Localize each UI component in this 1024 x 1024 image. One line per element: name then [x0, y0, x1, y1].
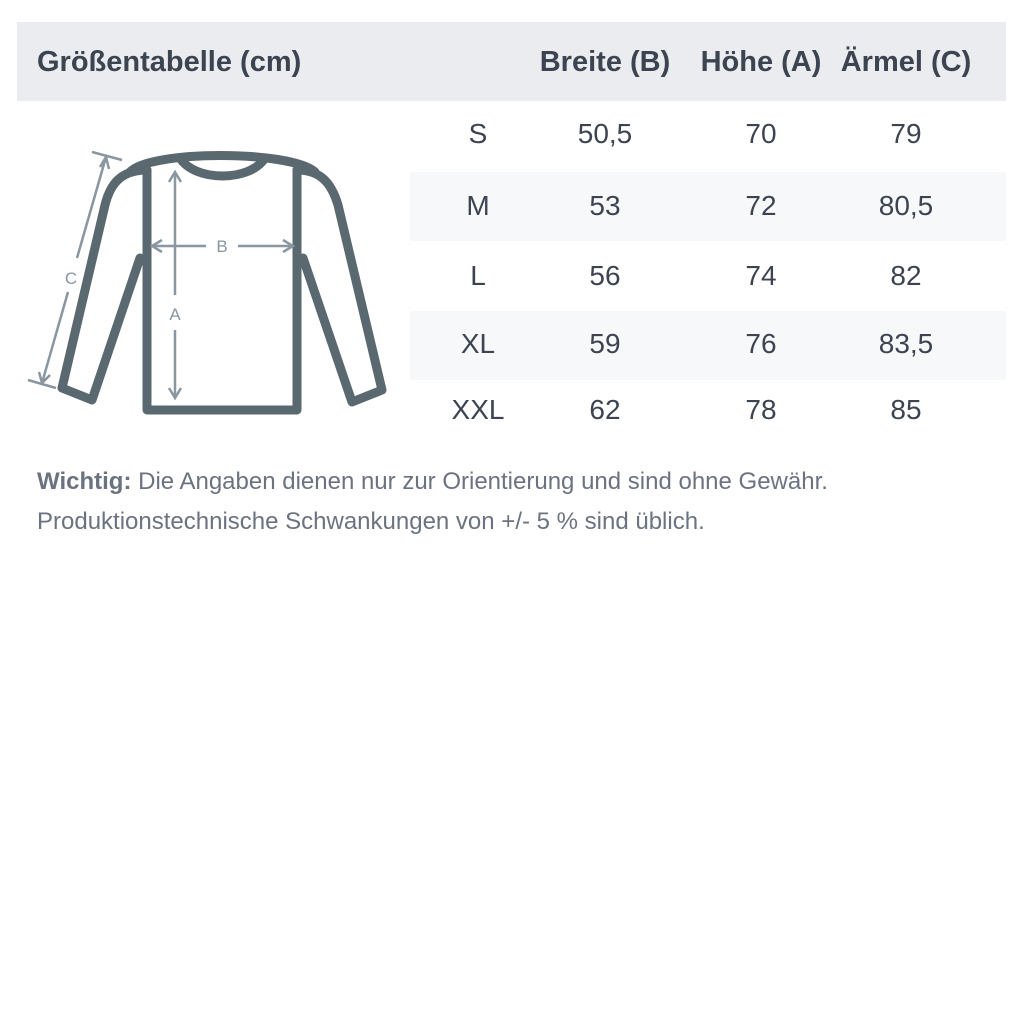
cell-size: L	[470, 260, 486, 291]
measure-arrows	[27, 150, 296, 401]
column-header-breite: Breite (B)	[539, 46, 671, 78]
cell-size: XXL	[451, 394, 505, 425]
cell-size: M	[466, 190, 490, 221]
page-title: Größentabelle (cm)	[37, 46, 302, 78]
note-line2: Produktionstechnische Schwankungen von +…	[37, 508, 705, 535]
cell-size: S	[468, 118, 488, 149]
cell-hoehe: 76	[745, 328, 777, 359]
cell-aermel: 82	[890, 260, 922, 291]
cell-breite: 56	[589, 260, 621, 291]
label-a: A	[169, 305, 181, 324]
label-b: B	[216, 237, 227, 256]
row-stripe	[410, 172, 1006, 241]
cell-hoehe: 70	[745, 118, 777, 149]
cell-breite: 59	[589, 328, 621, 359]
cell-breite: 53	[589, 190, 621, 221]
note-label: Wichtig:	[37, 468, 132, 495]
sweater-outline	[57, 151, 387, 415]
cell-aermel: 79	[890, 118, 922, 149]
cell-size: XL	[460, 328, 496, 359]
column-header-hoehe: Höhe (A)	[700, 46, 822, 78]
note-line1: Die Angaben dienen nur zur Orientierung …	[131, 468, 828, 495]
cell-breite: 62	[589, 394, 621, 425]
cell-hoehe: 78	[745, 394, 777, 425]
row-stripe	[410, 311, 1006, 380]
cell-aermel: 83,5	[878, 328, 934, 359]
label-c: C	[65, 269, 77, 288]
cell-hoehe: 74	[745, 260, 777, 291]
cell-aermel: 80,5	[878, 190, 934, 221]
table-header	[17, 22, 1006, 101]
cell-aermel: 85	[890, 394, 922, 425]
cell-hoehe: 72	[745, 190, 777, 221]
note: Wichtig: Die Angaben dienen nur zur Orie…	[37, 462, 828, 542]
column-header-aermel: Ärmel (C)	[840, 46, 972, 78]
cell-breite: 50,5	[577, 118, 633, 149]
